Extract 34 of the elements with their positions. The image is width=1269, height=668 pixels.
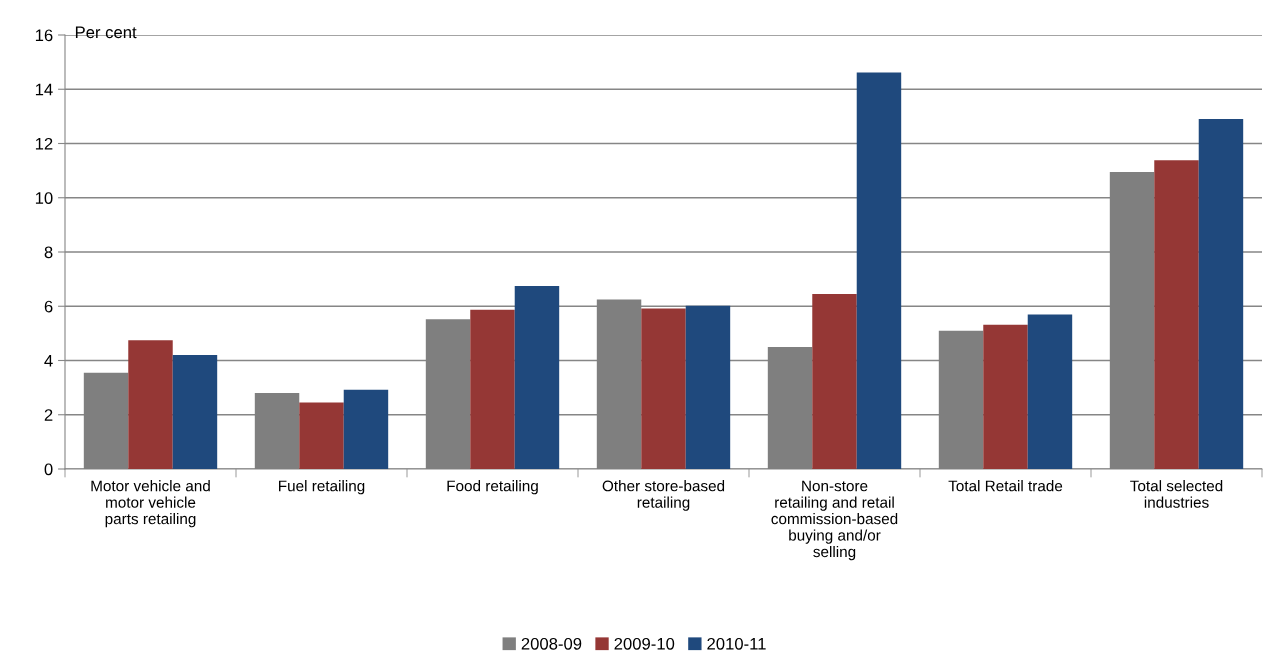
y-tick-label: 14: [35, 83, 53, 96]
bar: [641, 308, 686, 469]
bar: [983, 324, 1028, 469]
legend-label: 2008-09: [521, 637, 582, 650]
y-tick-label: 4: [44, 355, 53, 367]
bar: [685, 305, 731, 469]
y-axis-title: Per cent: [75, 26, 137, 39]
x-tick-label: Total Retail trade: [948, 480, 1063, 492]
legend-label: 2009-10: [614, 637, 675, 650]
x-tick-label: Total selected industries: [1130, 480, 1223, 508]
x-tick-label: Non-store retailing and retail commission-based buying and/or selling: [771, 480, 898, 561]
y-tick-label: 12: [35, 137, 53, 150]
bar: [299, 402, 344, 469]
bar: [1154, 160, 1199, 469]
y-tick-label: 10: [35, 192, 53, 204]
x-tick-label: Other store-based retailing: [602, 480, 725, 511]
y-tick-label: 16: [35, 29, 53, 42]
bar: [470, 309, 515, 469]
y-tick-label: 6: [44, 300, 53, 313]
x-tick-label: Motor vehicle and motor vehicle parts retailing: [91, 480, 210, 528]
bar: [343, 389, 389, 469]
bar: [1198, 119, 1244, 469]
x-tick-label: Fuel retailing: [279, 480, 365, 495]
bar: [1027, 314, 1073, 469]
y-tick-label: 2: [44, 409, 53, 421]
x-tick-label: Food retailing: [447, 480, 538, 495]
y-tick-label: 8: [44, 246, 53, 259]
legend-label: 2010-11: [707, 637, 766, 650]
bar: [128, 340, 173, 469]
bar: [856, 72, 902, 469]
bar: [172, 355, 218, 469]
bar: [514, 285, 560, 469]
y-tick-label: 0: [44, 463, 53, 476]
bar: [812, 294, 857, 469]
